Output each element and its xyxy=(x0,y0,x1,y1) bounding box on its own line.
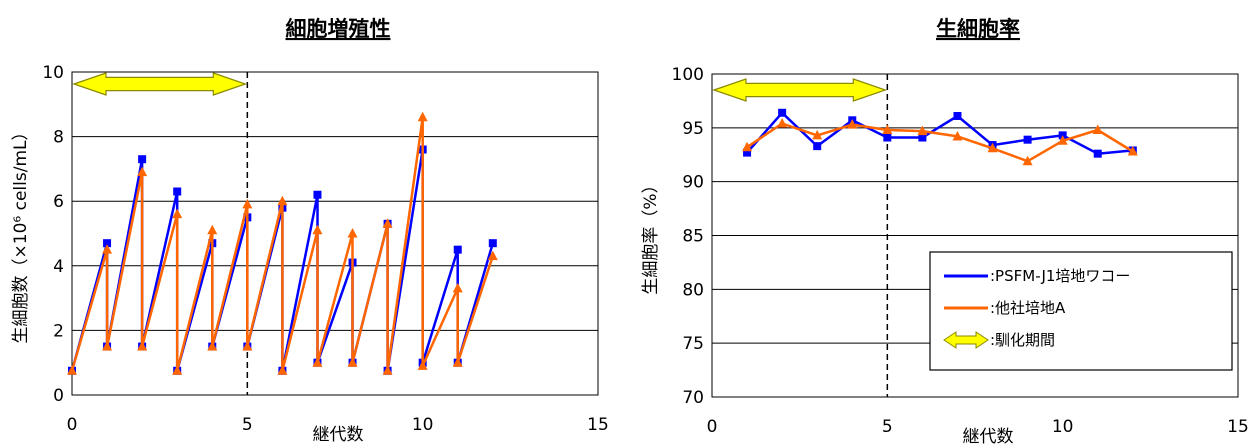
data-point-triangle xyxy=(777,118,788,128)
data-point-triangle xyxy=(1057,135,1068,145)
data-point-triangle xyxy=(882,124,893,134)
chart-1: 細胞増殖性 0 2 4 6 8 10 0 5 10 15 継代数 生細胞数（×10⁶ cells/mL） xyxy=(11,17,609,445)
data-point-square xyxy=(313,190,322,199)
data-point-triangle xyxy=(487,250,498,261)
data-point-square xyxy=(488,239,497,248)
data-point-square xyxy=(778,108,787,117)
legend-entry-label: :馴化期間 xyxy=(990,331,1055,349)
y-tick-label: 85 xyxy=(682,227,704,247)
legend: :PSFM-J1培地ワコー :他社培地A :馴化期間 xyxy=(929,251,1233,371)
x-tick-label: 15 xyxy=(587,415,609,435)
data-point-triangle xyxy=(452,282,463,293)
data-point-triangle xyxy=(277,365,288,375)
x-tick-label: 15 xyxy=(1227,417,1249,437)
x-tick-label: 10 xyxy=(412,415,434,435)
data-point-triangle xyxy=(382,218,393,228)
data-point-triangle xyxy=(172,208,183,219)
data-point-triangle xyxy=(207,341,218,351)
x-axis-label: 継代数 xyxy=(313,425,364,445)
data-point-triangle xyxy=(67,365,77,375)
data-point-triangle xyxy=(452,357,463,367)
y-tick-label: 6 xyxy=(53,192,64,212)
chart-2: 生細胞率 70 75 80 85 90 95 100 0 5 10 15 継代数 生細胞率（%） :PSFM… xyxy=(641,17,1249,445)
data-point-triangle xyxy=(102,244,113,254)
legend-box xyxy=(929,251,1233,371)
data-point-square xyxy=(103,239,112,248)
data-point-triangle xyxy=(277,195,288,206)
data-point-triangle xyxy=(137,341,148,351)
data-point-triangle xyxy=(137,166,148,177)
data-point-square xyxy=(138,155,147,164)
data-point-triangle xyxy=(347,357,358,367)
x-tick-label: 5 xyxy=(242,415,253,435)
data-point-square xyxy=(883,133,892,142)
adaptation-period-arrow xyxy=(72,72,248,96)
y-tick-label: 8 xyxy=(53,128,64,148)
data-point-square xyxy=(813,142,822,151)
y-tick-label: 2 xyxy=(53,321,64,341)
legend-entry-label: :他社培地A xyxy=(990,299,1066,317)
y-tick-label: 75 xyxy=(682,334,704,354)
y-tick-label: 95 xyxy=(682,119,704,139)
x-tick-label: 0 xyxy=(707,417,718,437)
y-tick-label: 100 xyxy=(672,65,704,85)
data-point-triangle xyxy=(242,198,253,209)
data-point-triangle xyxy=(812,129,823,140)
x-tick-label: 0 xyxy=(67,415,78,435)
data-point-triangle xyxy=(242,341,253,351)
legend-entry-label: :PSFM-J1培地ワコー xyxy=(990,267,1130,285)
data-point-triangle xyxy=(172,365,183,375)
plot-area-border xyxy=(711,73,1239,398)
y-tick-label: 10 xyxy=(42,63,64,83)
y-tick-label: 0 xyxy=(53,386,64,406)
series-2 xyxy=(67,111,498,375)
legend-swatch-arrow xyxy=(943,331,989,349)
data-point-triangle xyxy=(102,341,113,351)
data-point-triangle xyxy=(347,228,358,238)
data-point-triangle xyxy=(1022,155,1033,166)
data-point-triangle xyxy=(1092,124,1103,134)
data-point-triangle xyxy=(987,142,998,153)
x-tick-label: 5 xyxy=(882,417,893,437)
x-tick-label: 10 xyxy=(1052,417,1074,437)
chart-title: 細胞増殖性 xyxy=(286,17,391,41)
data-point-triangle xyxy=(207,224,218,235)
adaptation-period-arrow xyxy=(712,78,888,102)
data-point-square xyxy=(1093,149,1102,158)
data-point-triangle xyxy=(417,111,428,122)
data-point-square xyxy=(918,133,927,142)
data-point-square xyxy=(173,187,182,196)
y-tick-label: 90 xyxy=(682,173,704,193)
data-point-triangle xyxy=(917,125,928,136)
data-point-triangle xyxy=(312,224,323,235)
data-point-square xyxy=(953,111,962,120)
y-tick-label: 4 xyxy=(53,257,64,277)
data-point-square xyxy=(1023,135,1032,144)
series-line xyxy=(70,115,494,373)
data-point-triangle xyxy=(312,357,323,367)
y-axis-label: 生細胞数（×10⁶ cells/mL） xyxy=(11,124,31,344)
chart-title: 生細胞率 xyxy=(936,17,1020,41)
data-point-triangle xyxy=(847,119,858,129)
series-2 xyxy=(742,118,1138,166)
y-tick-label: 80 xyxy=(682,280,704,300)
data-point-triangle xyxy=(742,141,753,152)
data-point-square xyxy=(743,148,752,157)
data-point-square xyxy=(453,245,462,254)
data-point-triangle xyxy=(417,360,428,370)
data-point-triangle xyxy=(1127,146,1138,156)
data-point-triangle xyxy=(952,130,963,141)
y-tick-label: 70 xyxy=(682,388,704,408)
y-axis-label: 生細胞率（%） xyxy=(641,176,661,294)
series-line xyxy=(746,122,1134,163)
x-axis-label: 継代数 xyxy=(963,427,1014,445)
plot-area-border xyxy=(71,71,599,396)
data-point-triangle xyxy=(382,365,393,375)
